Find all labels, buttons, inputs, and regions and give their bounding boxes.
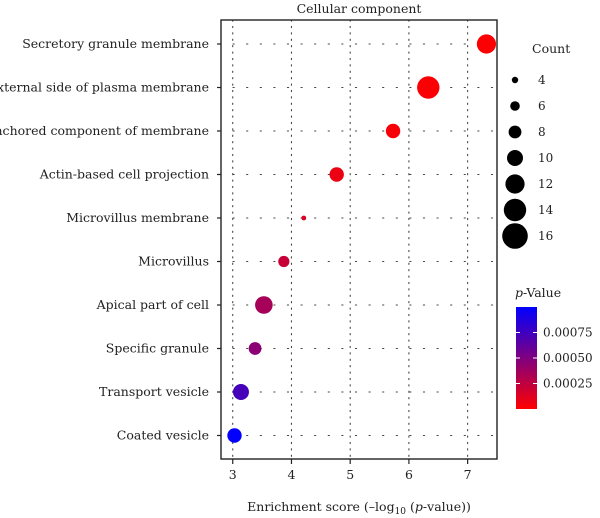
plot-area-frame (220, 19, 498, 460)
data-point (329, 167, 344, 182)
data-point (248, 342, 262, 355)
size-legend-label: 16 (538, 229, 553, 243)
x-axis-title: Enrichment score (–log10 (p-value)) (247, 499, 471, 517)
data-point (385, 123, 401, 139)
size-legend-dot (505, 174, 525, 194)
category-label: Specific granule (106, 341, 209, 356)
size-legend-label: 6 (538, 99, 546, 113)
data-point (227, 428, 242, 443)
size-legend-label: 12 (538, 177, 553, 191)
size-legend-dot (502, 223, 528, 249)
x-axis-title-prefix: Enrichment score (–log (247, 499, 394, 514)
data-point (417, 76, 440, 99)
size-legend-label: 4 (538, 73, 546, 87)
size-legend-label: 14 (538, 203, 554, 217)
x-tick-label: 5 (346, 467, 354, 482)
color-legend-title-rest: -Value (523, 285, 561, 300)
category-label: Microvillus membrane (66, 210, 209, 225)
color-legend-label: 0.00025 (543, 377, 593, 391)
x-tick-label: 4 (287, 467, 295, 482)
category-label: External side of plasma membrane (0, 80, 209, 95)
y-axis-category-labels: Secretory granule membrane External side … (0, 36, 221, 443)
grid-lines (232, 19, 498, 460)
category-label: Transport vesicle (99, 384, 209, 399)
x-axis-title-subscript: 10 (395, 507, 407, 517)
color-legend-title: p-Value (515, 285, 561, 300)
x-tick-label: 6 (405, 467, 413, 482)
data-point (232, 384, 249, 400)
x-axis-title-suffix: -value)) (423, 499, 471, 514)
size-legend-dot (503, 198, 527, 222)
size-legend-dot (510, 101, 520, 111)
x-axis-title-middle: ( (406, 499, 415, 514)
category-label: Apical part of cell (96, 297, 209, 312)
size-legend-dot (508, 125, 522, 139)
size-legend-dot (507, 150, 523, 166)
size-legend-label: 8 (538, 125, 546, 139)
x-tick-label: 3 (229, 467, 237, 482)
category-label: Actin-based cell projection (39, 167, 209, 182)
x-axis: 3 4 5 6 7 (229, 459, 472, 482)
data-point (301, 215, 307, 221)
chart-title: Cellular component (297, 1, 422, 16)
data-point (278, 255, 290, 268)
x-tick-label: 7 (464, 467, 472, 482)
x-axis-title-italic-p: p (415, 499, 423, 514)
color-legend-gradient-bar (516, 307, 537, 409)
data-points (227, 34, 497, 443)
color-legend-label: 0.00050 (543, 351, 593, 365)
color-legend: p-Value 0.00025 0.00050 0.00075 (515, 285, 593, 409)
color-legend-label: 0.00075 (543, 326, 593, 340)
category-label: Coated vesicle (117, 428, 209, 443)
size-legend-dot (511, 76, 519, 84)
category-label: Secretory granule membrane (22, 36, 209, 51)
color-legend-title-italic: p (515, 285, 523, 300)
category-label: Anchored component of membrane (0, 123, 209, 138)
size-legend: Count 4 6 8 10 12 14 16 (502, 41, 570, 249)
data-point (476, 34, 497, 54)
data-point (255, 296, 273, 314)
category-label: Microvillus (138, 254, 209, 269)
size-legend-title: Count (532, 41, 570, 56)
size-legend-label: 10 (538, 151, 553, 165)
